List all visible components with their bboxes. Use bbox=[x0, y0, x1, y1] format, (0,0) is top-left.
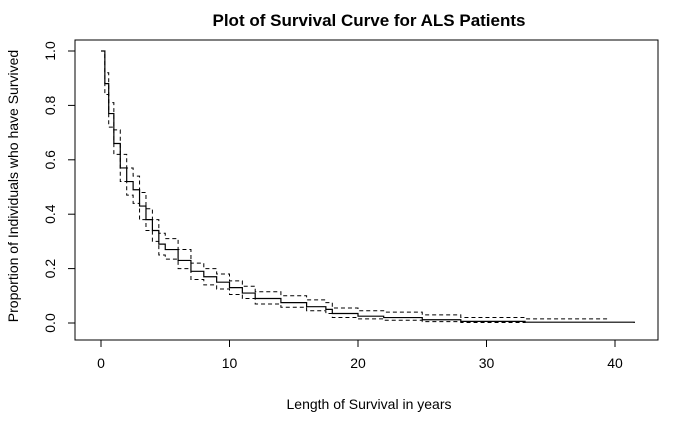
plot-frame bbox=[74, 39, 659, 341]
series-lower-bound bbox=[101, 50, 526, 323]
y-tick-label: 0.8 bbox=[42, 95, 58, 115]
y-axis-label: Proportion of Individuals who have Survi… bbox=[5, 50, 21, 322]
x-tick-label: 40 bbox=[607, 355, 623, 371]
axes: 0 10 20 30 40 0.0 0.2 0.4 0.6 0.8 1.0 bbox=[42, 41, 623, 371]
y-tick-label: 0.0 bbox=[42, 313, 58, 333]
chart-title: Plot of Survival Curve for ALS Patients bbox=[213, 11, 526, 30]
x-axis-label: Length of Survival in years bbox=[287, 396, 452, 412]
x-tick-label: 30 bbox=[479, 355, 495, 371]
x-tick-label: 0 bbox=[97, 355, 105, 371]
series-layer bbox=[101, 50, 635, 323]
y-tick-label: 0.4 bbox=[42, 204, 58, 224]
y-tick-label: 1.0 bbox=[42, 41, 58, 61]
y-tick-label: 0.2 bbox=[42, 259, 58, 279]
series-upper-bound bbox=[101, 50, 609, 320]
y-tick-label: 0.6 bbox=[42, 150, 58, 170]
x-tick-label: 10 bbox=[222, 355, 238, 371]
x-tick-label: 20 bbox=[350, 355, 366, 371]
series-estimate bbox=[101, 50, 635, 323]
